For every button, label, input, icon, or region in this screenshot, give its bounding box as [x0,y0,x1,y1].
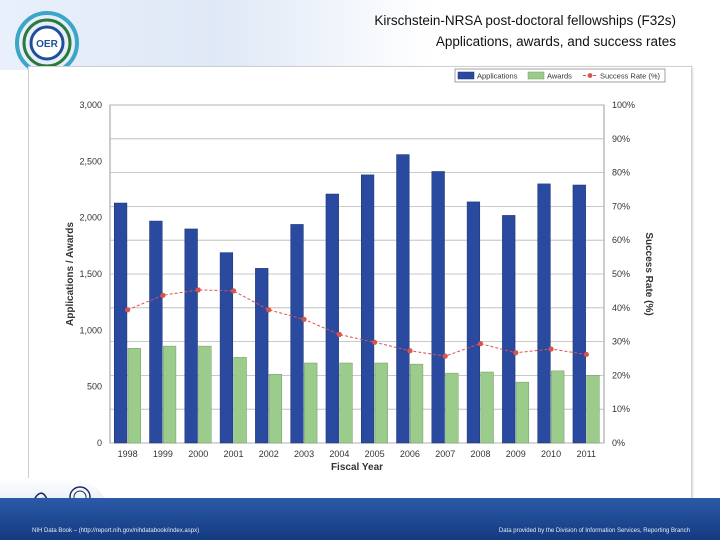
x-tick-label: 2003 [294,449,314,459]
legend-label: Awards [547,72,572,81]
x-tick-label: 2001 [223,449,243,459]
x-tick-label: 2009 [506,449,526,459]
line-success-rate [127,289,587,357]
logo-text: OER [36,39,58,50]
point-success-rate [125,307,131,313]
point-success-rate [195,287,201,293]
bar-awards [480,371,494,444]
footer-credit: Data provided by the Division of Informa… [498,528,690,534]
y2-tick-label: 80% [612,168,630,178]
bar-awards [586,375,600,444]
slide-footer-band [0,498,720,540]
x-axis-title: Fiscal Year [331,462,383,473]
bar-applications [360,174,375,444]
x-tick-label: 2010 [541,449,561,459]
point-success-rate [230,288,237,294]
x-tick-label: 2000 [188,449,208,459]
bar-awards [304,362,318,444]
bar-awards [233,357,247,444]
point-success-rate [266,307,272,313]
point-success-rate [160,292,166,298]
y-tick-label: 0 [97,438,102,448]
point-success-rate [301,316,307,322]
y-tick-label: 500 [87,382,102,392]
legend-swatch-awards [527,71,545,80]
bar-awards [127,348,141,444]
x-tick-label: 2006 [400,449,420,459]
y-tick-label: 3,000 [79,100,102,110]
y2-tick-label: 20% [612,370,630,380]
bar-awards [268,374,283,444]
bar-awards [409,363,424,444]
bar-applications [184,228,198,444]
point-success-rate [372,339,378,345]
y2-tick-label: 60% [612,235,630,245]
chart: 0% 10% 20% 30% 40% 50% 60% 70% 80% 90% 100% 0 500 1,0… [65,68,666,473]
x-tick-label: 1998 [118,449,138,459]
footer-source: NIH Data Book – (http://report.nih.gov/n… [32,528,200,534]
point-success-rate [477,341,484,347]
legend-label: Applications [477,72,518,81]
y-tick-label: 2,500 [79,156,102,166]
y2-tick-label: 50% [612,269,630,279]
point-success-rate [336,331,342,338]
bar-applications [537,183,551,444]
point-success-rate [407,348,413,354]
bar-applications [290,224,304,444]
bar-applications [255,268,269,444]
x-tick-label: 1999 [153,449,173,459]
y2-tick-label: 40% [612,303,630,313]
slide-header-band [0,0,720,70]
x-tick-label: 2004 [329,449,349,459]
bar-awards [551,370,565,444]
y-tick-label: 1,500 [79,269,102,279]
title-line-1: Kirschstein-NRSA post-doctoral fellowshi… [374,13,676,28]
bar-awards [374,362,388,444]
y-tick-label: 1,000 [79,325,102,335]
bar-applications [572,184,586,444]
point-success-rate [583,351,589,358]
point-success-rate [548,346,554,352]
y-tick-label: 2,000 [79,213,102,223]
y2-axis-title: Success Rate (%) [643,232,654,315]
y2-tick-label: 30% [612,337,630,347]
y2-tick-label: 90% [612,134,630,144]
bar-applications [396,154,410,444]
x-tick-label: 2008 [470,449,490,459]
x-tick-label: 2007 [435,449,455,459]
bar-applications [149,220,163,444]
chart-panel: 0% 10% 20% 30% 40% 50% 60% 70% 80% 90% 100% 0 500 1,0… [28,66,692,500]
x-tick-label: 2002 [259,449,279,459]
bar-applications [502,215,516,444]
y2-tick-label: 100% [612,100,635,110]
bar-awards [515,381,530,444]
bar-applications [113,202,128,444]
legend-box [454,68,666,83]
y-axis-title: Applications / Awards [65,222,76,326]
title-line-2: Applications, awards, and success rates [435,34,676,49]
point-success-rate [513,350,519,356]
y2-tick-label: 10% [612,404,630,414]
bar-applications [431,171,445,444]
bar-applications [466,201,481,444]
x-tick-label: 2005 [365,449,385,459]
slide-title: Kirschstein-NRSA post-doctoral fellowshi… [216,10,676,52]
bar-applications [325,193,339,444]
y2-tick-label: 70% [612,201,630,211]
bar-applications [219,252,234,444]
point-success-rate [442,353,448,359]
bar-awards [445,372,459,444]
legend-label: Success Rate (%) [600,72,661,81]
bar-awards [198,345,212,444]
x-tick-label: 2011 [577,449,596,459]
legend-swatch-success-rate-marker [587,73,593,78]
bar-awards [339,362,353,444]
bar-awards [162,345,177,444]
y2-tick-label: 0% [612,438,625,448]
legend-swatch-applications [457,71,475,80]
